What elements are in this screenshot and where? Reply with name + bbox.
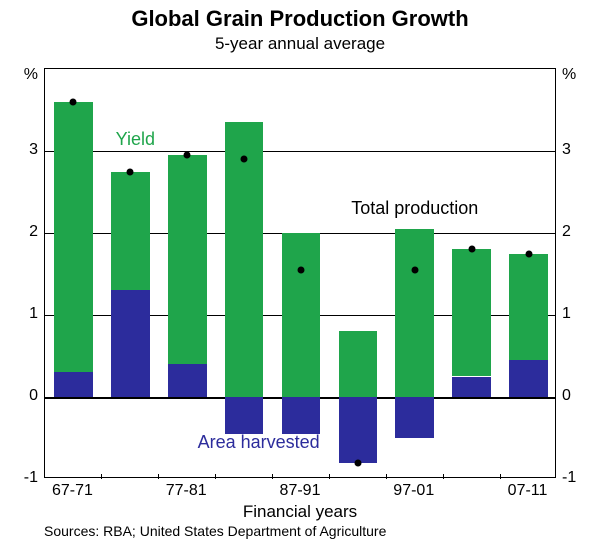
- y-tick-left: 0: [29, 387, 38, 405]
- annotation: Area harvested: [198, 432, 320, 453]
- bar-area-harvested: [339, 397, 378, 463]
- annotation: Total production: [351, 198, 478, 219]
- x-tick: [443, 474, 444, 479]
- y-tick-right: 2: [562, 223, 571, 241]
- bar-yield: [111, 172, 150, 291]
- marker-total-production: [354, 459, 361, 466]
- bar-yield: [168, 155, 207, 364]
- annotation: Yield: [116, 129, 155, 150]
- x-tick: [158, 474, 159, 479]
- bar-yield: [509, 254, 548, 361]
- y-tick-left: -1: [24, 469, 38, 487]
- x-tick-label: 67-71: [52, 482, 93, 500]
- bar-area-harvested: [509, 360, 548, 397]
- y-tick-right: -1: [562, 469, 576, 487]
- y-tick-left: 1: [29, 305, 38, 323]
- marker-total-production: [298, 266, 305, 273]
- x-tick: [500, 474, 501, 479]
- y-tick-left: 2: [29, 223, 38, 241]
- chart-container: Global Grain Production Growth 5-year an…: [0, 0, 600, 543]
- bar-area-harvested: [282, 397, 321, 434]
- x-tick: [215, 474, 216, 479]
- marker-total-production: [525, 250, 532, 257]
- gridline: [45, 151, 555, 152]
- y-tick-right: 3: [562, 141, 571, 159]
- y-unit-label: %: [562, 66, 576, 84]
- y-tick-left: 3: [29, 141, 38, 159]
- bar-yield: [54, 102, 93, 373]
- x-tick: [386, 474, 387, 479]
- bar-yield: [225, 122, 264, 397]
- bar-yield: [339, 331, 378, 397]
- bar-area-harvested: [111, 290, 150, 397]
- x-tick: [329, 474, 330, 479]
- marker-total-production: [411, 266, 418, 273]
- marker-total-production: [70, 98, 77, 105]
- y-unit-label: %: [24, 66, 38, 84]
- bar-yield: [452, 249, 491, 376]
- x-tick-label: 97-01: [393, 482, 434, 500]
- y-tick-right: 0: [562, 387, 571, 405]
- x-tick: [272, 474, 273, 479]
- bar-area-harvested: [452, 377, 491, 398]
- marker-total-production: [184, 152, 191, 159]
- sources-line: Sources: RBA; United States Department o…: [44, 523, 386, 539]
- x-tick-label: 87-91: [280, 482, 321, 500]
- bar-area-harvested: [225, 397, 264, 434]
- bar-yield: [282, 233, 321, 397]
- bar-area-harvested: [395, 397, 434, 438]
- marker-total-production: [127, 168, 134, 175]
- x-axis-label: Financial years: [44, 502, 556, 522]
- chart-title: Global Grain Production Growth: [0, 6, 600, 32]
- bar-area-harvested: [168, 364, 207, 397]
- y-tick-right: 1: [562, 305, 571, 323]
- bar-area-harvested: [54, 372, 93, 397]
- x-tick: [101, 474, 102, 479]
- chart-subtitle: 5-year annual average: [0, 34, 600, 54]
- x-tick-label: 07-11: [508, 482, 548, 500]
- x-tick-label: 77-81: [166, 482, 207, 500]
- bar-yield: [395, 229, 434, 397]
- marker-total-production: [468, 246, 475, 253]
- marker-total-production: [241, 156, 248, 163]
